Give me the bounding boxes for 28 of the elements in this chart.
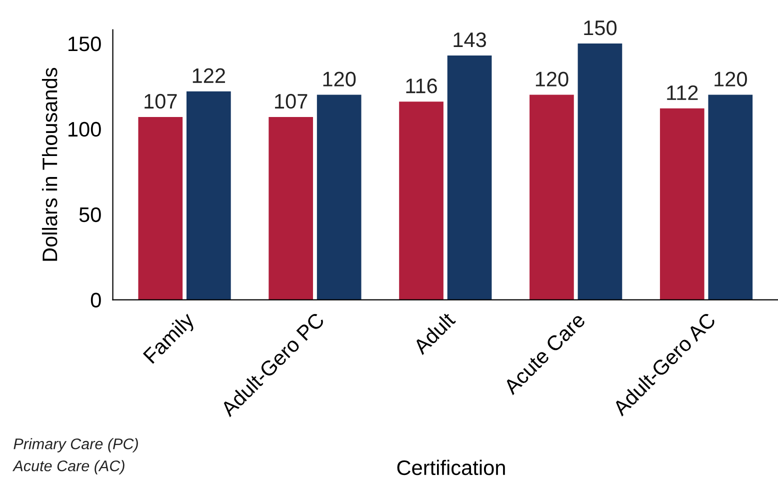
y-tick-label: 0 <box>90 292 101 308</box>
data-label: 107 <box>275 94 308 109</box>
bar <box>399 102 444 300</box>
bar <box>138 116 183 300</box>
bar <box>578 43 622 300</box>
x-axis-title: Certification <box>397 460 505 476</box>
data-label: 122 <box>192 68 226 83</box>
y-tick-label: 150 <box>68 36 101 52</box>
text: Primary Care (PC) <box>14 438 138 452</box>
text: Acute Care (AC) <box>12 460 124 474</box>
data-label: 120 <box>714 72 747 86</box>
data-label: 120 <box>323 72 356 86</box>
data-label: 107 <box>144 94 177 109</box>
y-axis-title: Dollars in Thousands <box>42 68 58 261</box>
bar <box>660 108 704 300</box>
data-label: 120 <box>536 72 568 86</box>
bar <box>186 91 231 300</box>
data-label: 116 <box>406 78 437 94</box>
y-tick-label: 50 <box>79 207 101 222</box>
bar <box>268 116 314 300</box>
bar <box>316 94 362 300</box>
data-label: 143 <box>454 32 486 48</box>
bar <box>708 94 753 300</box>
bar <box>530 94 574 300</box>
y-tick-label: 100 <box>68 122 101 137</box>
data-label: 150 <box>584 20 617 36</box>
bar <box>447 55 492 300</box>
data-label: 112 <box>667 85 698 100</box>
